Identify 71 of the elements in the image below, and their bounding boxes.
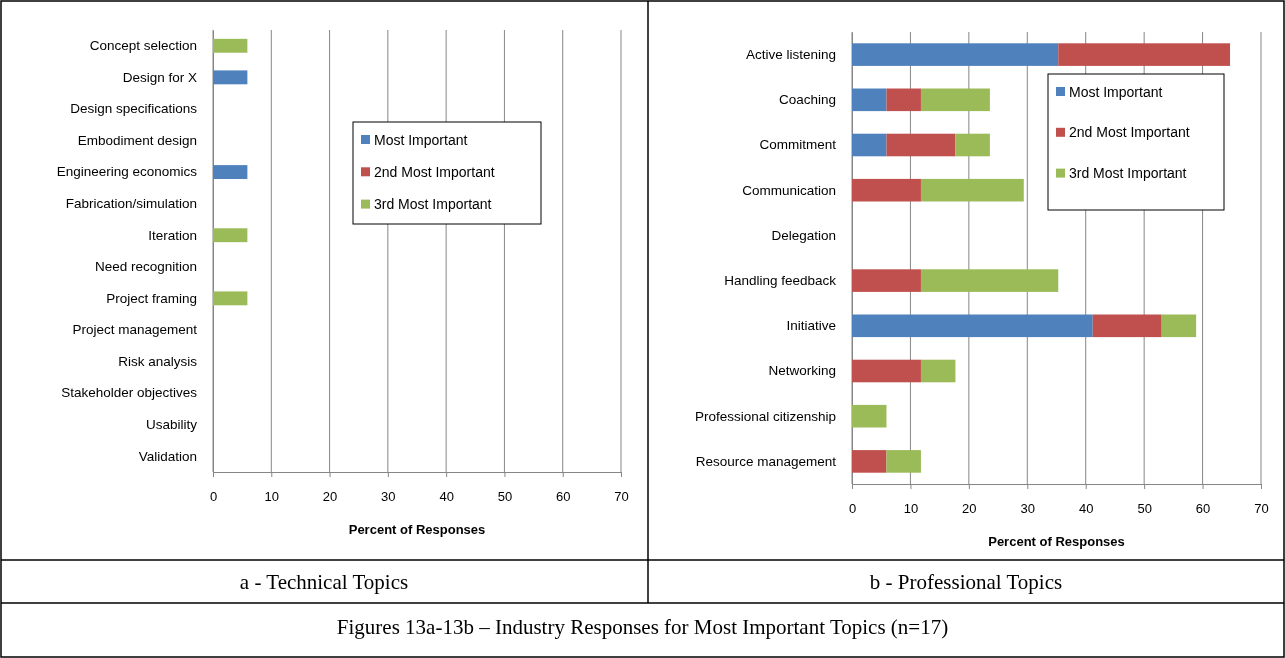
x-tick-label: 0	[209, 488, 218, 504]
bar	[852, 359, 921, 383]
x-axis-title: Percent of Responses	[348, 522, 486, 537]
bar	[920, 269, 1059, 292]
y-tick-label: Professional citizenship	[694, 408, 836, 424]
bar	[1161, 314, 1197, 338]
legend-label: 3rd Most Important	[374, 196, 492, 213]
y-tick-label: Design for X	[122, 69, 197, 85]
x-tick-label: 20	[322, 488, 338, 504]
bar	[886, 133, 956, 157]
x-tick-label: 60	[555, 488, 571, 504]
bar	[852, 314, 1093, 338]
bar	[852, 88, 887, 112]
y-tick-label: Fabrication/simulation	[65, 195, 197, 211]
y-tick-label: Usability	[145, 416, 198, 432]
y-tick-label: Risk analysis	[118, 353, 198, 369]
y-tick-label: Design specifications	[70, 101, 198, 117]
y-tick-label: Delegation	[771, 227, 836, 243]
x-tick-label: 70	[1254, 500, 1269, 516]
legend-label: Most Important	[1069, 83, 1163, 100]
bar	[920, 359, 956, 383]
bar	[886, 88, 921, 112]
y-tick-label: Communication	[742, 182, 836, 198]
bar	[886, 450, 921, 473]
bar	[920, 178, 1024, 202]
y-tick-label: Project management	[72, 322, 198, 338]
y-tick-label: Validation	[138, 448, 197, 464]
x-tick-label: 10	[903, 500, 919, 516]
legend-label: 2nd Most Important	[1069, 124, 1190, 141]
x-tick-label: 10	[264, 488, 280, 504]
y-tick-label: Project framing	[106, 290, 197, 306]
bar	[1092, 314, 1162, 338]
bar	[852, 133, 887, 157]
y-tick-label: Embodiment design	[77, 132, 197, 148]
bar	[852, 404, 887, 428]
x-tick-label: 50	[497, 488, 513, 504]
y-tick-label: Networking	[768, 363, 836, 379]
bar	[920, 88, 990, 112]
y-tick-label: Concept selection	[89, 38, 197, 54]
text: a - Technical Topics	[239, 570, 409, 594]
legend-label: 3rd Most Important	[1069, 165, 1187, 182]
y-tick-label: Commitment	[759, 137, 837, 153]
legend-label: Most Important	[374, 131, 468, 148]
bar	[852, 269, 921, 292]
y-tick-label: Engineering economics	[56, 164, 198, 180]
y-tick-label: Resource management	[695, 453, 837, 469]
y-tick-label: Handling feedback	[724, 272, 837, 288]
y-tick-label: Coaching	[778, 92, 836, 108]
x-tick-label: 60	[1195, 500, 1211, 516]
y-tick-label: Active listening	[745, 46, 836, 62]
y-tick-label: Need recognition	[94, 259, 197, 275]
legend-label: 2nd Most Important	[374, 163, 495, 180]
y-tick-label: Iteration	[148, 227, 197, 243]
y-tick-label: Stakeholder objectives	[61, 385, 198, 401]
x-tick-label: 50	[1137, 500, 1152, 516]
bar	[1058, 43, 1231, 66]
bar	[852, 178, 921, 202]
x-tick-label: 30	[381, 488, 396, 504]
x-axis-title: Percent of Responses	[988, 534, 1125, 549]
x-tick-label: 40	[1078, 500, 1094, 516]
text: b - Professional Topics	[869, 570, 1063, 594]
x-tick-label: 30	[1020, 500, 1036, 516]
text: Figures 13a-13b – Industry Responses for Most Important Topics (n=17)	[336, 615, 949, 639]
x-tick-label: 20	[962, 500, 977, 516]
bar	[955, 133, 990, 157]
x-tick-label: 70	[614, 488, 629, 504]
bar	[852, 43, 1059, 66]
bar	[852, 450, 887, 473]
x-tick-label: 40	[439, 488, 454, 504]
y-tick-label: Initiative	[786, 318, 836, 334]
x-tick-label: 0	[848, 500, 857, 516]
